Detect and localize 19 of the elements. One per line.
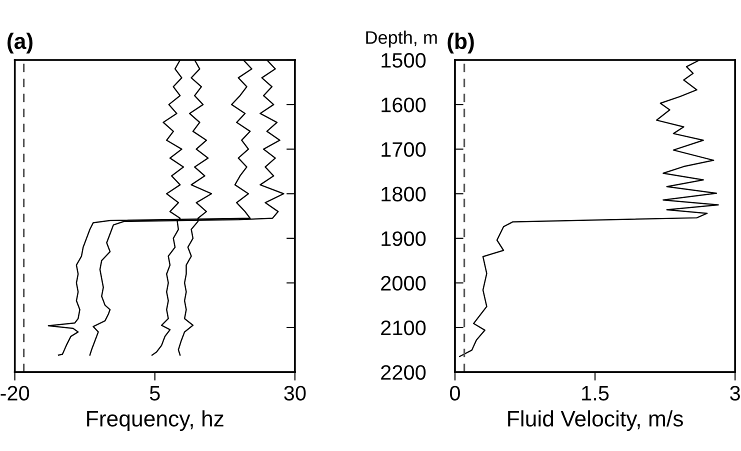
x-tick-label: 0: [450, 386, 460, 401]
x-axis-title: Frequency, hz: [87, 410, 224, 431]
y-tick-label: 1700: [382, 142, 426, 157]
y-tick-label: 2100: [381, 320, 426, 336]
x-tick-label: -20: [0, 386, 30, 401]
chart-title: (b): [448, 32, 474, 54]
y-tick-label: 2000: [381, 276, 426, 291]
y-tick-label: 1900: [382, 231, 426, 246]
chart-title: (a): [8, 32, 32, 54]
y-tick-label: 1500: [382, 52, 426, 68]
y-tick-label: 1600: [382, 98, 426, 112]
x-tick-label: 30: [284, 386, 306, 401]
y-tick-label: 2200: [381, 365, 426, 380]
y-tick-label: 1800: [382, 186, 426, 202]
x-tick-label: 1.5: [582, 386, 609, 401]
x-tick-label: 3: [730, 386, 740, 401]
x-tick-label: 5: [150, 386, 160, 401]
y-axis-title: Depth, m: [366, 30, 437, 48]
x-axis-title: Fluid Velocity, m/s: [508, 410, 683, 431]
